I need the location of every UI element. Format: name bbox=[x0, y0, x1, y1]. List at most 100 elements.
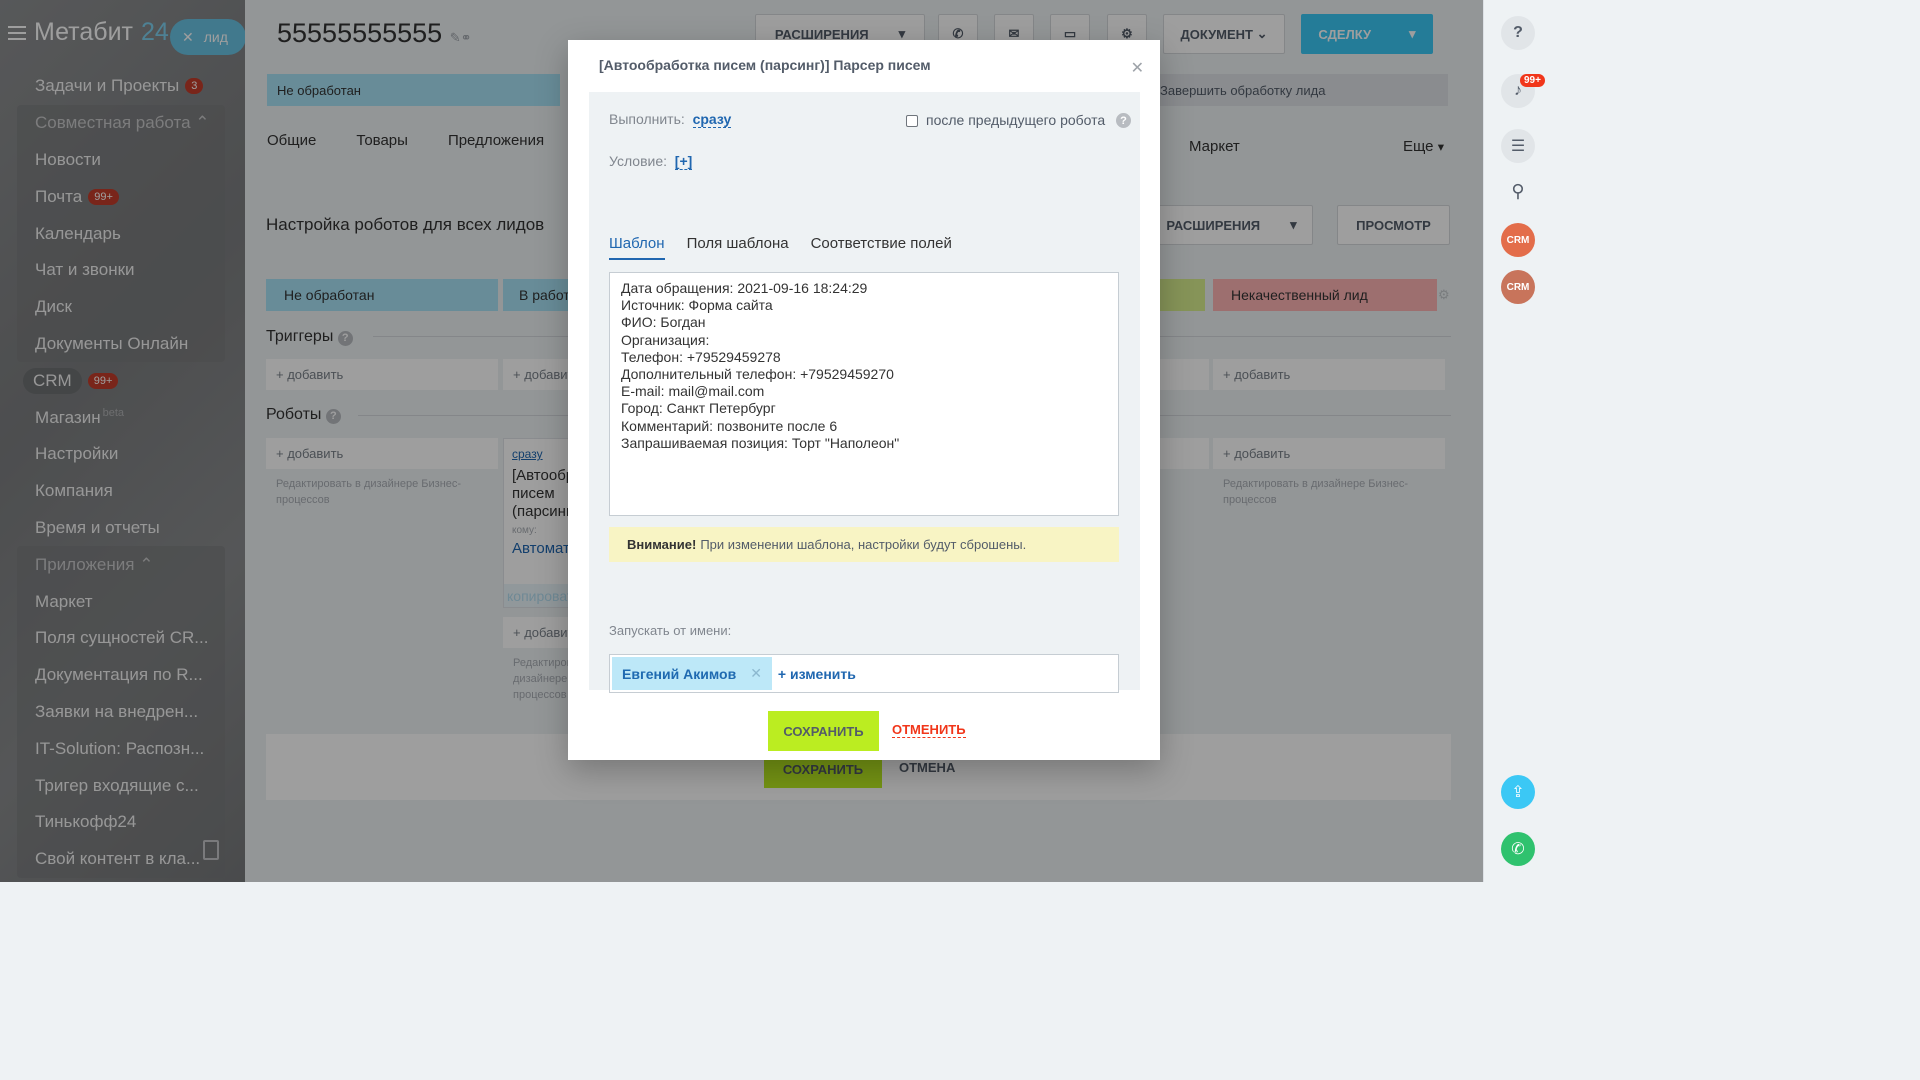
stage-label: Не обработан bbox=[284, 287, 375, 303]
execute-value-link[interactable]: сразу bbox=[692, 111, 732, 128]
chevron-down-icon[interactable]: ▾ bbox=[1409, 26, 1416, 41]
menu-item-label: Свой контент в кла... bbox=[35, 849, 201, 869]
close-icon[interactable]: ✕ bbox=[1130, 60, 1144, 77]
extensions-label: РАСШИРЕНИЯ bbox=[1166, 217, 1261, 233]
notification-counter: 99+ bbox=[1520, 74, 1545, 87]
menu-item-app[interactable]: Заявки на внедрен... bbox=[17, 694, 225, 731]
menu-item-label: Чат и звонки bbox=[35, 260, 135, 280]
menu-item-news[interactable]: Новости bbox=[17, 142, 225, 179]
cloud-upload-icon[interactable]: ⇪ bbox=[1501, 775, 1535, 809]
menu-item-settings[interactable]: Настройки bbox=[0, 436, 245, 473]
menu-item-app[interactable]: Свой контент в кла... bbox=[17, 841, 225, 878]
after-previous-label: после предыдущего робота bbox=[926, 112, 1106, 128]
lead-button[interactable]: ✕ лид bbox=[170, 19, 246, 55]
menu-item-chat[interactable]: Чат и звонки bbox=[17, 252, 225, 289]
document-button[interactable]: ДОКУМЕНТ ⌄ bbox=[1163, 14, 1285, 54]
menu-item-disk[interactable]: Диск bbox=[17, 289, 225, 326]
gear-icon[interactable]: ⚙ bbox=[1438, 287, 1450, 302]
close-icon: ✕ bbox=[182, 28, 194, 45]
menu-item-docs[interactable]: Документы Онлайн bbox=[17, 326, 225, 363]
menu-item-tasks[interactable]: Задачи и Проекты 3 bbox=[0, 68, 245, 105]
robots-extensions-button[interactable]: РАСШИРЕНИЯ ▾ bbox=[1150, 205, 1313, 245]
condition-label: Условие: bbox=[609, 153, 668, 169]
menu-item-app[interactable]: Документация по R... bbox=[17, 657, 225, 694]
robot-when[interactable]: сразу bbox=[512, 447, 543, 461]
link-icon[interactable]: ⚭ bbox=[460, 30, 472, 45]
change-user-link[interactable]: + изменить bbox=[777, 665, 856, 682]
triggers-heading: Триггеры ? bbox=[266, 328, 353, 346]
create-deal-button[interactable]: СДЕЛКУ ▾ bbox=[1301, 14, 1433, 54]
trash-icon[interactable] bbox=[203, 840, 219, 860]
modal-tabs: Шаблон Поля шаблона Соответствие полей bbox=[609, 235, 952, 260]
menu-group-head-apps[interactable]: Приложения ⌃ bbox=[17, 546, 225, 583]
menu-group-head-collab[interactable]: Совместная работа ⌃ bbox=[17, 105, 225, 142]
menu-item-mail[interactable]: Почта 99+ bbox=[17, 178, 225, 215]
modal-form: Выполнить: сразу после предыдущего робот… bbox=[589, 92, 1140, 693]
menu-item-label: Время и отчеты bbox=[35, 517, 160, 537]
page-cancel-button[interactable]: ОТМЕНА bbox=[899, 760, 956, 775]
add-robot[interactable]: + добавить bbox=[266, 438, 498, 469]
crm-form-icon[interactable]: CRM bbox=[1501, 270, 1535, 304]
menu-item-label: Заявки на внедрен... bbox=[35, 701, 199, 721]
tab-template-fields[interactable]: Поля шаблона bbox=[686, 235, 789, 252]
chevron-down-icon[interactable]: ▾ bbox=[898, 26, 906, 41]
lead-button-label: лид bbox=[203, 29, 228, 45]
tab-offers[interactable]: Предложения bbox=[447, 132, 545, 149]
logo[interactable]: Метабит 24 bbox=[8, 18, 169, 47]
menu-item-company[interactable]: Компания bbox=[0, 473, 245, 510]
tab-more[interactable]: Еще ▾ bbox=[1403, 138, 1444, 155]
tab-template[interactable]: Шаблон bbox=[609, 235, 665, 260]
menu-item-app[interactable]: Тригер входящие с... bbox=[17, 767, 225, 804]
user-tag[interactable]: Евгений Акимов ✕ bbox=[612, 657, 772, 690]
menu-item-app[interactable]: Поля сущностей CR... bbox=[17, 620, 225, 657]
counter-badge: 99+ bbox=[87, 372, 119, 389]
menu-group-collab: Совместная работа ⌃ Новости Почта 99+ Кал… bbox=[17, 104, 225, 363]
tab-field-mapping[interactable]: Соответствие полей bbox=[810, 235, 952, 252]
menu-item-label: Почта bbox=[35, 186, 83, 206]
finish-lead-button[interactable]: Завершить обработку лида bbox=[1150, 74, 1448, 106]
search-icon[interactable]: ⚲ bbox=[1511, 180, 1525, 201]
menu-item-label: Магазин bbox=[35, 407, 101, 427]
chevron-down-icon: ⌄ bbox=[1256, 26, 1268, 41]
menu-item-crm[interactable]: CRM 99+ bbox=[0, 362, 245, 399]
tab-general[interactable]: Общие bbox=[267, 132, 317, 149]
add-robot[interactable]: + добавить bbox=[1213, 438, 1445, 469]
add-condition-link[interactable]: [+] bbox=[674, 153, 693, 170]
menu-item-app[interactable]: Тинькофф24 bbox=[17, 804, 225, 841]
run-as-field[interactable]: Евгений Акимов ✕ + изменить bbox=[609, 654, 1119, 693]
menu-item-market[interactable]: Маркет bbox=[17, 583, 225, 620]
menu-item-calendar[interactable]: Календарь bbox=[17, 215, 225, 252]
phone-call-icon[interactable]: ✆ bbox=[1501, 832, 1535, 866]
menu-item-label: Компания bbox=[35, 481, 113, 501]
tab-market[interactable]: Маркет bbox=[1189, 138, 1240, 155]
menu-item-app[interactable]: IT-Solution: Распозн... bbox=[17, 730, 225, 767]
stage-not-processed[interactable]: Не обработан bbox=[267, 74, 560, 106]
help-icon[interactable]: ? bbox=[325, 408, 341, 424]
preview-button[interactable]: ПРОСМОТР bbox=[1337, 205, 1450, 245]
checkbox[interactable] bbox=[906, 115, 918, 128]
edit-icon[interactable]: ✎ bbox=[449, 30, 461, 45]
right-sidebar: ? ♪ 99+ ☰ ⚲ CRM CRM ⇪ ✆ bbox=[1483, 0, 1568, 882]
designer-hint[interactable]: Редактировать в дизайнере Бизнес-процесс… bbox=[1223, 478, 1409, 506]
menu-item-shop[interactable]: Магазин beta bbox=[0, 399, 245, 436]
remove-user-icon[interactable]: ✕ bbox=[750, 665, 762, 681]
designer-hint[interactable]: Редактировать в дизайнере Бизнес-процесс… bbox=[276, 478, 462, 506]
crm-form-icon[interactable]: CRM bbox=[1501, 223, 1535, 257]
add-trigger[interactable]: + добавить bbox=[266, 359, 498, 390]
modal-cancel-button[interactable]: ОТМЕНИТЬ bbox=[892, 722, 966, 738]
modal-save-button[interactable]: СОХРАНИТЬ bbox=[768, 711, 879, 751]
tab-goods[interactable]: Товары bbox=[356, 132, 408, 149]
menu-item-time[interactable]: Время и отчеты bbox=[0, 510, 245, 547]
chat-bubble-icon[interactable]: ☰ bbox=[1501, 129, 1535, 163]
template-textarea[interactable]: Дата обращения: 2021-09-16 18:24:29 Исто… bbox=[609, 272, 1119, 516]
chevron-up-icon: ⌃ bbox=[195, 113, 210, 133]
add-trigger[interactable]: + добавить bbox=[1213, 359, 1445, 390]
execute-row: Выполнить: сразу bbox=[609, 111, 732, 128]
chevron-down-icon[interactable]: ▾ bbox=[1290, 217, 1297, 232]
help-icon[interactable]: ? bbox=[1501, 16, 1535, 50]
left-sidebar: Метабит 24 ✕ лид Задачи и Проекты 3 Совмест… bbox=[0, 0, 246, 882]
after-previous-checkbox[interactable]: после предыдущего робота bbox=[906, 112, 1105, 128]
help-icon[interactable]: ? bbox=[1116, 113, 1131, 128]
menu-burger-icon[interactable] bbox=[8, 25, 26, 40]
help-icon[interactable]: ? bbox=[337, 330, 353, 346]
